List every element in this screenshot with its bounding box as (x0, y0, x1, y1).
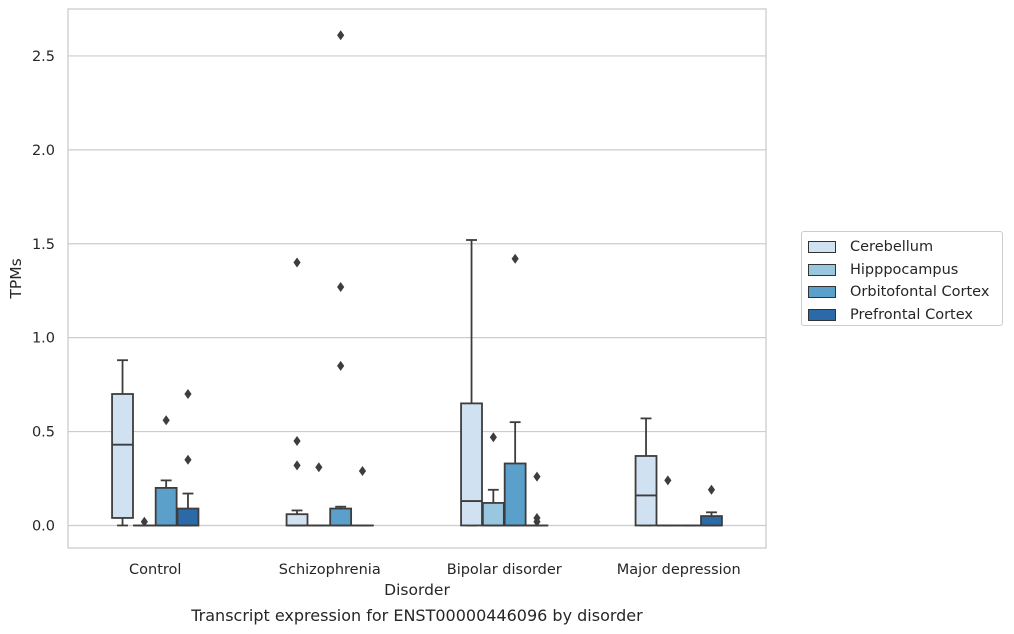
x-tick-label: Schizophrenia (279, 562, 381, 578)
outlier-point (337, 281, 345, 292)
box-orbitofontal-cortex (503, 253, 527, 527)
y-tick-label: 0.5 (32, 425, 55, 441)
box-iqr (634, 455, 658, 527)
outlier-point (533, 516, 541, 527)
outlier-point (140, 516, 148, 527)
y-axis-label: TPMs (7, 258, 25, 299)
y-tick-label: 1.5 (32, 237, 55, 253)
outlier-point (358, 466, 367, 476)
box-iqr (111, 393, 134, 519)
legend-label: Cerebellum (850, 239, 934, 256)
box-hipppocampus (307, 462, 331, 527)
chart-caption: Transcript expression for ENST0000044609… (191, 606, 643, 625)
box-orbitofontal-cortex (329, 30, 353, 527)
y-tick-label: 0.0 (32, 518, 55, 534)
legend-label: Prefrontal Cortex (850, 307, 973, 324)
x-tick-label: Control (129, 562, 181, 578)
box-cerebellum (285, 257, 309, 527)
outlier-point (184, 454, 192, 465)
y-axis-ticks: 0.0 0.5 1.0 1.5 2.0 2.5 (32, 49, 55, 535)
box-prefrontal-cortex (700, 484, 723, 527)
legend-swatch-orbitofrontal-cortex (808, 286, 836, 299)
outlier-point (337, 30, 345, 41)
legend-item-orbitofrontal-cortex: Orbitofontal Cortex (808, 281, 1002, 304)
box-orbitofontal-cortex (154, 415, 178, 527)
outlier-point (664, 475, 672, 486)
outlier-point (337, 360, 345, 371)
box-iqr (481, 502, 505, 527)
legend-label: Hipppocampus (850, 261, 959, 278)
box-iqr (503, 462, 527, 527)
outlier-point (184, 389, 192, 399)
grid-lines (68, 55, 766, 527)
box-iqr (329, 507, 353, 527)
x-axis-label: Disorder (384, 581, 450, 599)
x-tick-label: Bipolar disorder (447, 562, 562, 578)
legend-item-prefrontal-cortex: Prefrontal Cortex (808, 304, 1002, 327)
box-hipppocampus (132, 516, 156, 527)
outlier-point (293, 257, 301, 268)
legend-swatch-hippocampus (808, 263, 836, 276)
legend-swatch-cerebellum (808, 241, 836, 254)
box-iqr (154, 487, 178, 527)
box-cerebellum (634, 417, 658, 527)
y-tick-label: 2.5 (32, 49, 55, 65)
outlier-point (511, 253, 519, 264)
outlier-point (293, 460, 301, 471)
box-hipppocampus (481, 432, 505, 527)
x-axis-ticks: Control Schizophrenia Bipolar disorder Majo… (129, 562, 741, 578)
legend-item-cerebellum: Cerebellum (808, 236, 1002, 259)
box-iqr (285, 513, 309, 527)
outlier-point (162, 415, 170, 426)
box-prefrontal-cortex (176, 389, 200, 527)
box-cerebellum (460, 239, 483, 527)
plot-frame (67, 8, 767, 549)
outlier-point (707, 484, 716, 495)
y-tick-label: 2.0 (32, 143, 55, 159)
x-tick-label: Major depression (617, 562, 741, 578)
box-series (111, 30, 723, 527)
legend-label: Orbitofontal Cortex (850, 284, 990, 301)
outlier-point (489, 432, 497, 443)
box-cerebellum (111, 359, 134, 527)
legend-item-hippocampus: Hipppocampus (808, 259, 1002, 282)
outlier-point (315, 462, 323, 473)
outlier-point (533, 471, 541, 482)
outlier-point (293, 435, 301, 446)
box-prefrontal-cortex (525, 471, 549, 527)
box-prefrontal-cortex (351, 466, 374, 527)
box-iqr (176, 507, 200, 527)
y-tick-label: 1.0 (32, 331, 55, 347)
box-hipppocampus (656, 475, 680, 527)
chart-legend: Cerebellum Hipppocampus Orbitofontal Cor… (801, 231, 1003, 326)
box-iqr (460, 402, 483, 527)
legend-swatch-prefrontal-cortex (808, 309, 836, 322)
box-iqr (700, 515, 723, 527)
